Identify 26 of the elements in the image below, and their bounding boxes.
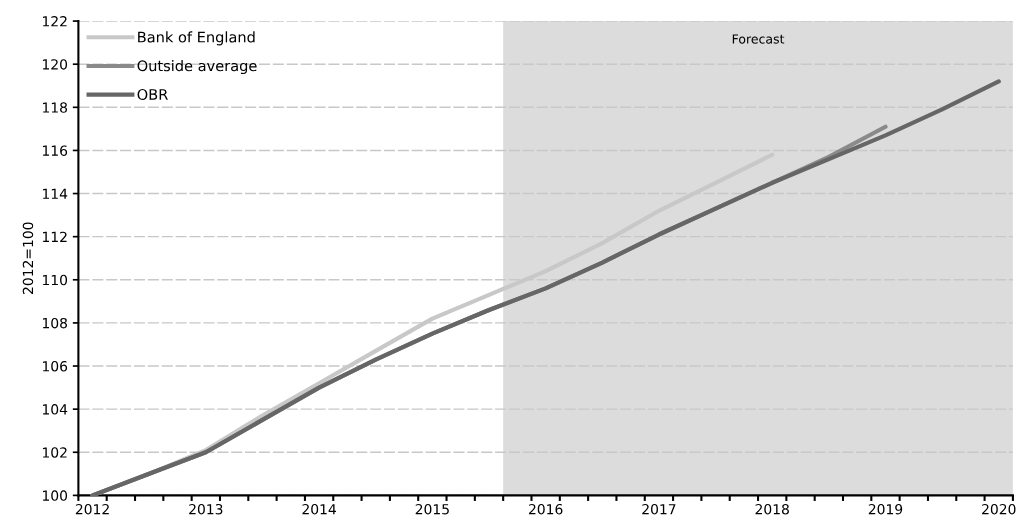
legend-label: Bank of England <box>138 31 255 46</box>
y-tick-label: 120 <box>42 59 68 70</box>
x-tick-label: 2018 <box>755 503 789 515</box>
y-tick-label: 106 <box>42 360 68 372</box>
y-tick-label: 112 <box>42 231 67 242</box>
y-tick-label: 104 <box>42 404 68 415</box>
x-tick-label: 2014 <box>302 503 336 515</box>
x-tick-label: 2017 <box>642 503 676 515</box>
y-tick-label: 116 <box>42 145 68 156</box>
legend-label: OBR <box>137 88 168 100</box>
x-tick-label: 2012 <box>75 503 109 515</box>
y-tick-label: 102 <box>42 447 67 458</box>
y-tick-label: 108 <box>42 317 68 329</box>
y-tick-label: 100 <box>42 490 68 501</box>
y-tick-label: 118 <box>42 102 68 113</box>
x-tick-label: 2019 <box>868 503 903 515</box>
y-tick-label: 122 <box>42 16 67 27</box>
x-tick-label: 2020 <box>982 503 1016 515</box>
y-tick-label: 110 <box>42 274 68 286</box>
x-tick-label: 2013 <box>189 503 223 515</box>
x-tick-label: 2016 <box>528 503 563 515</box>
x-tick-label: 2015 <box>415 503 449 515</box>
y-tick-label: 114 <box>42 188 68 199</box>
legend-label: Outside average <box>137 59 257 75</box>
band-label: Forecast <box>732 34 785 44</box>
y-axis-title: 2012=100 <box>22 222 34 294</box>
